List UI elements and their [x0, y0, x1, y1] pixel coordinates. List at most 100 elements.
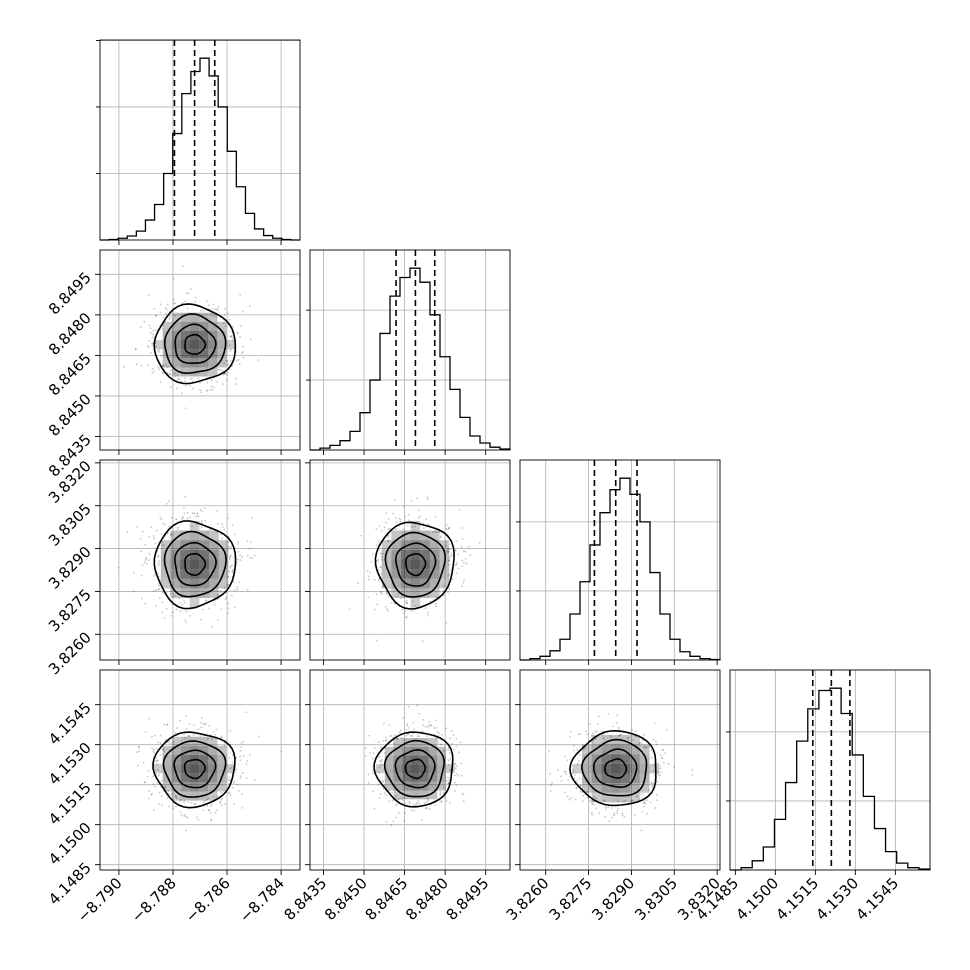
density-cell [400, 549, 411, 560]
sample-point [385, 592, 388, 595]
sample-point [161, 316, 164, 319]
density-cell [620, 783, 631, 793]
sample-point [453, 748, 456, 751]
sample-point [159, 742, 162, 744]
sample-point [616, 810, 619, 812]
x-tick-label: 8.8450 [321, 874, 371, 924]
sample-point [162, 522, 165, 525]
density-cell [153, 764, 163, 774]
sample-point [166, 723, 169, 726]
sample-point [158, 774, 160, 776]
sample-point [448, 563, 451, 566]
density-cell [209, 530, 219, 541]
sample-point [401, 798, 404, 801]
sample-point [179, 610, 182, 613]
sample-point [161, 601, 164, 604]
sample-point [195, 296, 197, 299]
density-cell [171, 367, 181, 377]
sample-point [413, 604, 416, 607]
sample-point [379, 591, 382, 594]
density-cell [610, 763, 621, 774]
sample-point [185, 292, 188, 295]
panel-frame [99, 459, 301, 661]
sample-point [667, 762, 670, 765]
sample-point [455, 745, 458, 748]
sample-point [165, 363, 168, 366]
sample-point [197, 377, 199, 380]
sample-point [168, 318, 171, 320]
contour-level-4 [153, 303, 237, 385]
panel-frame [99, 669, 301, 871]
sample-point [250, 541, 253, 543]
sample-point [444, 545, 447, 548]
sample-point [172, 302, 175, 305]
sample-point [586, 733, 589, 736]
density-cell [171, 312, 181, 322]
x-tick-label: −8.786 [182, 874, 234, 926]
sample-point [641, 810, 644, 813]
density-cell [209, 540, 219, 550]
sample-point [210, 803, 213, 806]
sample-point [150, 526, 153, 529]
sample-point [387, 540, 390, 543]
density-cell [189, 559, 200, 570]
density-cell [199, 340, 209, 350]
sample-point [640, 742, 643, 745]
sample-point [186, 517, 189, 520]
density-cell [393, 764, 403, 774]
sample-point [145, 558, 148, 561]
sample-point [375, 639, 378, 642]
sample-point [610, 816, 613, 819]
sample-point [174, 302, 176, 305]
sample-point [175, 797, 178, 799]
sample-point [449, 758, 452, 760]
y-tick-label: 4.1545 [45, 699, 95, 749]
sample-point [425, 807, 427, 809]
sample-point [395, 816, 398, 819]
panel-frame [519, 669, 721, 871]
density-cell [170, 578, 181, 589]
density-cell [209, 588, 219, 599]
sample-point [424, 801, 426, 804]
sample-point [387, 610, 389, 612]
x-tick-label: −8.788 [128, 874, 180, 926]
density-cell [180, 773, 191, 783]
sample-point [590, 802, 593, 805]
panel-frame [99, 39, 301, 241]
sample-point [217, 306, 220, 309]
sample-point [592, 739, 595, 742]
sample-point [239, 777, 242, 780]
sample-point [383, 784, 386, 786]
sample-point [575, 787, 578, 790]
density-cell [429, 540, 440, 550]
sample-point [246, 554, 249, 557]
sample-point [390, 734, 393, 737]
sample-point [379, 552, 382, 555]
sample-point [387, 517, 390, 520]
sample-point [377, 569, 380, 571]
sample-point [616, 812, 619, 815]
sample-point [372, 772, 375, 775]
sample-point [165, 312, 167, 315]
sample-point [174, 375, 177, 377]
sample-point [172, 277, 175, 280]
sample-point [384, 751, 386, 754]
sample-point [200, 519, 203, 522]
sample-point [568, 798, 571, 801]
sample-point [152, 748, 155, 751]
density-cell [180, 736, 191, 746]
histogram-step [310, 267, 511, 451]
sample-point [454, 549, 457, 552]
sample-point [653, 764, 656, 767]
sample-point [379, 792, 382, 795]
sample-point [360, 534, 362, 537]
sample-point [364, 755, 367, 758]
density-cell [209, 569, 219, 579]
sample-point [435, 602, 437, 605]
sample-point [406, 524, 409, 527]
sample-point [170, 614, 172, 617]
sample-point [422, 522, 424, 525]
sample-point [233, 782, 235, 784]
sample-point [417, 800, 420, 802]
sample-point [635, 795, 638, 798]
